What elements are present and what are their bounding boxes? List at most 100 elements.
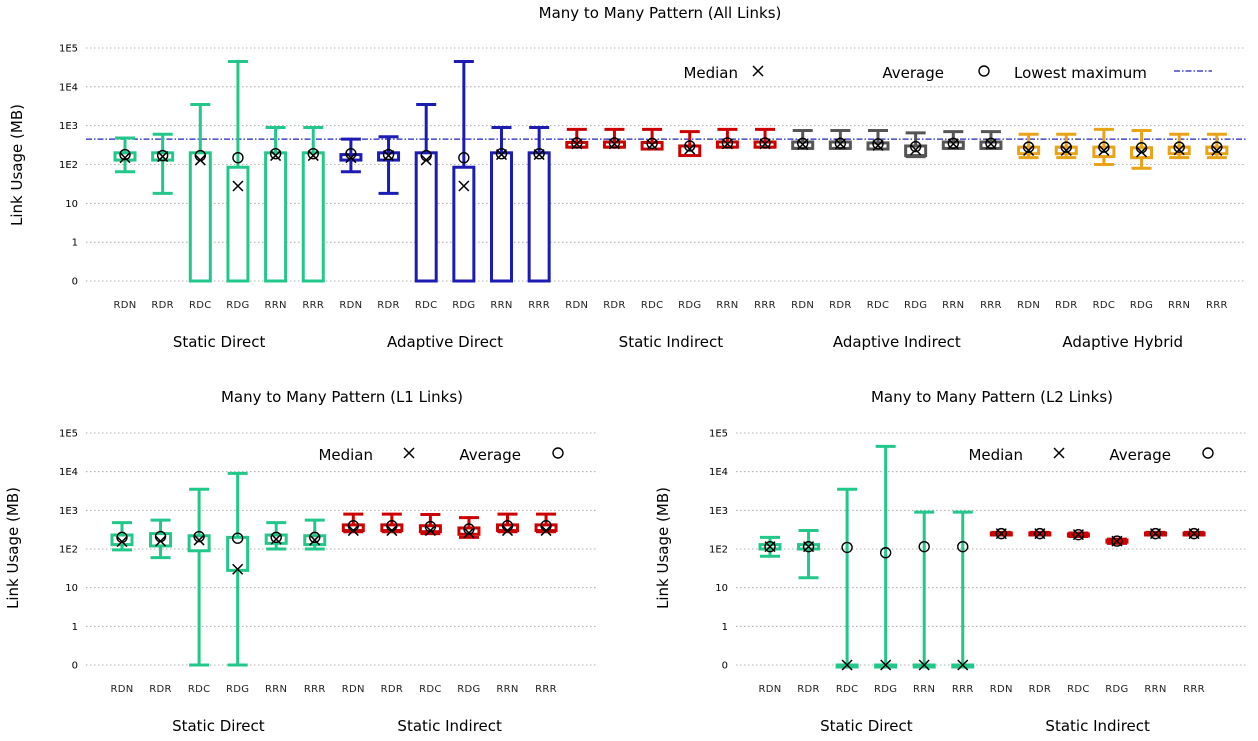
box-rdn-static-direct	[112, 523, 132, 550]
grid	[86, 48, 1246, 281]
x-tick-label: RRR	[535, 684, 557, 695]
box-iqr	[492, 153, 512, 281]
x-tick-label: RDN	[1017, 300, 1040, 311]
y-tick-label: 1E2	[59, 545, 78, 556]
box-series	[112, 473, 556, 665]
group-label: Adaptive Direct	[387, 333, 503, 351]
x-tick-label: RDG	[874, 684, 897, 695]
box-rrr-static-indirect	[536, 514, 556, 535]
x-tick-label: RRR	[1206, 300, 1228, 311]
legend-median-label: Median	[318, 446, 373, 464]
box-rdg-static-direct	[228, 61, 248, 281]
y-tick-label: 1E5	[59, 44, 78, 55]
legend-median-marker	[1054, 448, 1064, 458]
y-tick-label: 10	[715, 583, 728, 594]
y-axis-label: Link Usage (MB)	[8, 104, 26, 226]
x-tick-label: RDC	[415, 300, 438, 311]
box-series	[760, 446, 1204, 670]
y-tick-label: 0	[72, 661, 78, 672]
x-ticks: RDNRDRRDCRDGRRNRRRRDNRDRRDCRDGRRNRRRRDNR…	[113, 300, 1227, 311]
legend-average-marker	[979, 66, 989, 76]
box-rdg-static-direct	[228, 473, 248, 665]
box-rrn-adaptive-indirect	[943, 132, 963, 149]
box-rdn-adaptive-direct	[341, 139, 361, 172]
box-rrr-adaptive-direct	[529, 127, 549, 281]
box-iqr	[189, 536, 209, 551]
box-iqr	[151, 534, 171, 546]
box-rdc-adaptive-direct	[416, 105, 436, 281]
box-rdg-static-indirect	[459, 518, 479, 538]
group-label: Adaptive Hybrid	[1062, 333, 1183, 351]
x-tick-label: RDR	[1055, 300, 1078, 311]
legend-lowest-maximum-label: Lowest maximum	[1014, 64, 1147, 82]
y-tick-label: 1	[72, 238, 78, 249]
x-tick-label: RDG	[226, 684, 249, 695]
group-labels: Static DirectStatic Indirect	[820, 717, 1150, 735]
y-tick-label: 1	[72, 622, 78, 633]
x-tick-label: RRR	[304, 684, 326, 695]
x-tick-label: RDG	[904, 300, 927, 311]
x-tick-label: RRN	[942, 300, 964, 311]
x-tick-label: RDG	[457, 684, 480, 695]
box-rdg-adaptive-hybrid	[1132, 131, 1152, 169]
x-tick-label: RRR	[302, 300, 324, 311]
y-tick-label: 1E3	[709, 506, 728, 517]
box-rdr-static-direct	[799, 531, 819, 578]
x-tick-label: RDN	[342, 684, 365, 695]
box-iqr	[266, 153, 286, 281]
box-iqr	[112, 535, 132, 545]
chart-title: Many to Many Pattern (L2 Links)	[871, 388, 1113, 406]
legend-average-label: Average	[882, 64, 944, 82]
x-tick-label: RRN	[496, 684, 518, 695]
x-tick-label: RDR	[603, 300, 626, 311]
y-tick-label: 1E2	[59, 160, 78, 171]
legend-average-label: Average	[459, 446, 521, 464]
group-label: Static Indirect	[1045, 717, 1150, 735]
x-tick-label: RDC	[189, 300, 212, 311]
box-rrn-static-indirect	[498, 514, 518, 535]
box-rdc-static-direct	[189, 489, 209, 665]
y-tick-label: 10	[65, 199, 78, 210]
box-rdr-adaptive-hybrid	[1056, 134, 1076, 157]
box-rdc-static-direct	[190, 105, 210, 281]
box-rrn-adaptive-direct	[492, 127, 512, 281]
y-tick-label: 1E4	[59, 82, 78, 93]
y-ticks: 01101E21E31E41E5	[59, 429, 78, 672]
x-tick-label: RDG	[452, 300, 475, 311]
x-tick-label: RDC	[836, 684, 859, 695]
x-tick-label: RRN	[1168, 300, 1190, 311]
x-ticks: RDNRDRRDCRDGRRNRRRRDNRDRRDCRDGRRNRRR	[758, 684, 1204, 695]
x-tick-label: RRN	[264, 300, 286, 311]
chart-all-links: Many to Many Pattern (All Links) Link Us…	[8, 4, 1246, 351]
y-ticks: 01101E21E31E41E5	[59, 44, 78, 288]
x-tick-label: RRN	[913, 684, 935, 695]
box-iqr	[303, 153, 323, 281]
x-tick-label: RDN	[990, 684, 1013, 695]
legend-average-label: Average	[1109, 446, 1171, 464]
x-tick-label: RDG	[226, 300, 249, 311]
legend: Median Average	[318, 446, 563, 464]
box-iqr	[454, 167, 474, 281]
box-rdr-adaptive-direct	[379, 137, 399, 194]
x-tick-label: RRR	[528, 300, 550, 311]
box-rdr-static-indirect	[382, 514, 402, 535]
x-tick-label: RDR	[1029, 684, 1052, 695]
box-rrn-static-direct	[266, 127, 286, 281]
box-rdc-adaptive-hybrid	[1094, 129, 1114, 164]
x-tick-label: RDC	[1093, 300, 1116, 311]
chart-l2-links: Many to Many Pattern (L2 Links) Link Usa…	[654, 388, 1246, 735]
x-tick-label: RDN	[758, 684, 781, 695]
legend: Median Average Lowest maximum	[683, 64, 1212, 82]
group-label: Static Indirect	[619, 333, 724, 351]
y-axis-label: Link Usage (MB)	[654, 487, 672, 609]
x-tick-label: RRN	[265, 684, 287, 695]
x-tick-label: RDC	[188, 684, 211, 695]
y-axis-label: Link Usage (MB)	[4, 487, 22, 609]
legend-average-marker	[1203, 448, 1213, 458]
x-tick-label: RDR	[377, 300, 400, 311]
y-ticks: 01101E21E31E41E5	[709, 429, 728, 672]
box-rrn-static-indirect	[1146, 529, 1166, 539]
x-tick-label: RDN	[339, 300, 362, 311]
box-iqr	[529, 153, 549, 281]
